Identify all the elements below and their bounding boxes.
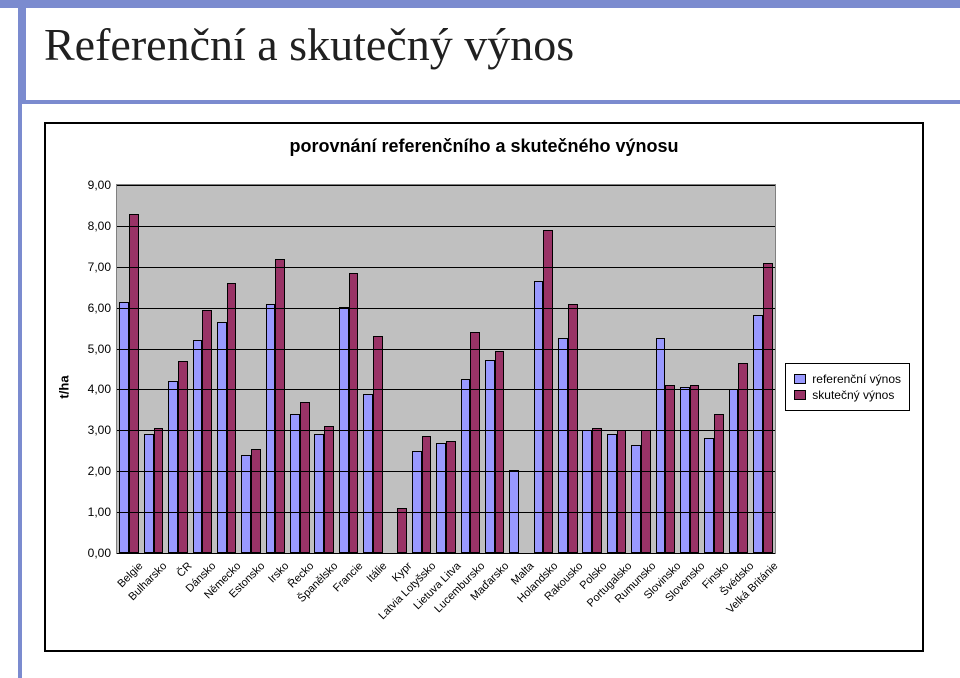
- bar-ref: [582, 430, 592, 553]
- bar-ref: [680, 387, 690, 553]
- bar-ref: [412, 451, 422, 553]
- bar-act: [300, 402, 310, 553]
- gridline: [117, 512, 775, 513]
- slide: Referenční a skutečný výnos porovnání re…: [0, 0, 960, 678]
- legend-swatch-act: [794, 390, 806, 400]
- gridline: [117, 267, 775, 268]
- bar-ref: [631, 445, 641, 553]
- bar-ref: [656, 338, 666, 553]
- legend-row-ref: referenční výnos: [794, 372, 901, 386]
- y-axis-title: t/ha: [57, 375, 72, 398]
- bar-ref: [753, 315, 763, 553]
- bar-act: [714, 414, 724, 553]
- bar-act: [202, 310, 212, 553]
- accent-top: [0, 0, 960, 8]
- bar-ref: [193, 340, 203, 553]
- y-tick-label: 7,00: [88, 260, 117, 274]
- legend-label-ref: referenční výnos: [812, 372, 901, 386]
- bars-container: [117, 185, 775, 553]
- legend-swatch-ref: [794, 374, 806, 384]
- accent-left2: [18, 104, 22, 678]
- accent-left: [18, 8, 26, 100]
- legend-label-act: skutečný výnos: [812, 388, 894, 402]
- bar-ref: [168, 381, 178, 553]
- bar-act: [763, 263, 773, 553]
- chart-frame: porovnání referenčního a skutečného výno…: [44, 122, 924, 652]
- bar-act: [592, 428, 602, 553]
- bar-act: [373, 336, 383, 553]
- bar-ref: [436, 443, 446, 553]
- bar-ref: [119, 302, 129, 553]
- y-tick-label: 9,00: [88, 178, 117, 192]
- bar-act: [641, 430, 651, 553]
- plot-wrap: 0,001,002,003,004,005,006,007,008,009,00…: [116, 184, 776, 554]
- bar-act: [349, 273, 359, 553]
- x-labels: BelgieBulharskoČRDánskoNěmeckoEstonskoIr…: [116, 554, 776, 674]
- y-tick-label: 4,00: [88, 382, 117, 396]
- y-tick-label: 8,00: [88, 219, 117, 233]
- gridline: [117, 185, 775, 186]
- y-tick-label: 0,00: [88, 546, 117, 560]
- x-tick-label: ČR: [174, 560, 194, 580]
- bar-act: [617, 430, 627, 553]
- bar-act: [324, 426, 334, 553]
- bar-ref: [241, 455, 251, 553]
- bar-act: [446, 441, 456, 553]
- bar-act: [470, 332, 480, 553]
- bar-act: [665, 385, 675, 553]
- y-tick-label: 5,00: [88, 342, 117, 356]
- gridline: [117, 308, 775, 309]
- bar-act: [543, 230, 553, 553]
- accent-under: [18, 100, 960, 104]
- bar-ref: [363, 394, 373, 553]
- gridline: [117, 349, 775, 350]
- bar-act: [738, 363, 748, 553]
- bar-act: [495, 351, 505, 553]
- chart-title: porovnání referenčního a skutečného výno…: [46, 136, 922, 157]
- y-tick-label: 6,00: [88, 301, 117, 315]
- legend-row-act: skutečný výnos: [794, 388, 901, 402]
- bar-ref: [290, 414, 300, 553]
- bar-ref: [607, 434, 617, 553]
- bar-act: [568, 304, 578, 553]
- legend: referenční výnos skutečný výnos: [785, 363, 910, 411]
- gridline: [117, 389, 775, 390]
- y-tick-label: 1,00: [88, 505, 117, 519]
- bar-ref: [217, 322, 227, 553]
- plot-area: 0,001,002,003,004,005,006,007,008,009,00: [116, 184, 776, 554]
- bar-ref: [558, 338, 568, 553]
- bar-act: [129, 214, 139, 553]
- bar-act: [422, 436, 432, 553]
- gridline: [117, 226, 775, 227]
- gridline: [117, 430, 775, 431]
- y-tick-label: 3,00: [88, 423, 117, 437]
- bar-ref: [266, 304, 276, 553]
- y-tick-label: 2,00: [88, 464, 117, 478]
- bar-ref: [314, 434, 324, 553]
- bar-ref: [144, 434, 154, 553]
- bar-ref: [461, 379, 471, 553]
- bar-act: [397, 508, 407, 553]
- bar-act: [275, 259, 285, 553]
- gridline: [117, 471, 775, 472]
- page-title: Referenční a skutečný výnos: [44, 18, 574, 71]
- x-tick-label: Itálie: [365, 560, 390, 585]
- bar-act: [154, 428, 164, 553]
- bar-ref: [704, 438, 714, 553]
- bar-act: [251, 449, 261, 553]
- bar-act: [690, 385, 700, 553]
